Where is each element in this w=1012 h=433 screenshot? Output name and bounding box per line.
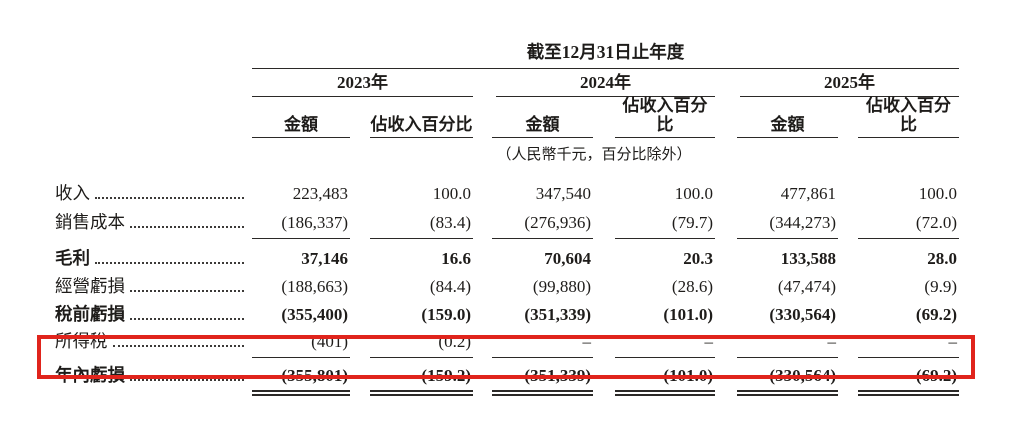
percent-cell: (9.9) (924, 276, 957, 296)
percent-cell: 100.0 (918, 183, 957, 203)
year-group-2023: 2023年 (252, 69, 473, 97)
row-label: 毛利 (55, 248, 90, 269)
column-header-percent: 佔收入百分比 (370, 115, 473, 139)
amount-cell: (99,880) (532, 276, 591, 296)
amount-cell: (344,273) (737, 213, 838, 240)
amount-cell: (276,936) (492, 213, 593, 240)
percent-cell: (84.4) (429, 276, 471, 296)
dot-leader (130, 226, 244, 229)
percent-cell: (159.0) (421, 304, 471, 324)
amount-cell: – (492, 332, 593, 359)
dot-leader (130, 318, 244, 321)
table-row-operating-loss: 經營虧損 (188,663) (84.4) (99,880) (28.6) (4… (55, 268, 959, 296)
amount-cell: 70,604 (544, 248, 591, 268)
spacer-cell (55, 22, 252, 69)
spacer-cell (55, 69, 252, 98)
percent-cell: (0.2) (370, 332, 473, 359)
dot-leader (95, 262, 244, 265)
table-row-cost-of-sales: 銷售成本 (186,337) (83.4) (276,936) (79.7) (… (55, 203, 959, 240)
percent-cell: (101.0) (663, 304, 713, 324)
table-row-income-tax: 所得稅 (401) (0.2) – – – – (55, 324, 959, 359)
dot-leader (112, 345, 244, 348)
table-header-subcolumns-row: 金額 佔收入百分比 金額 佔收入百分比 金額 佔收入百分比 (55, 96, 959, 139)
percent-cell: 100.0 (432, 183, 471, 203)
amount-cell: (330,564) (769, 304, 836, 324)
percent-cell: – (615, 332, 715, 359)
period-title: 截至12月31日止年度 (252, 22, 959, 69)
percent-cell: (69.2) (858, 366, 959, 397)
percent-cell: 16.6 (441, 248, 471, 268)
amount-cell: 347,540 (535, 183, 591, 203)
amount-cell: – (737, 332, 838, 359)
unit-note-row: （人民幣千元，百分比除外） (55, 138, 959, 165)
amount-cell: (355,400) (281, 304, 348, 324)
spacer-cell (55, 97, 252, 138)
income-statement-table: 截至12月31日止年度 2023年 2024年 2025年 金額 佔收入百分比 … (55, 22, 959, 397)
year-label: 2025年 (740, 74, 959, 97)
amount-cell: 37,146 (301, 248, 348, 268)
percent-cell: 28.0 (927, 248, 957, 268)
amount-cell: (401) (252, 332, 350, 359)
column-header-percent: 佔收入百分比 (615, 96, 715, 139)
year-group-2024: 2024年 (473, 69, 715, 97)
year-group-2025: 2025年 (715, 69, 959, 97)
column-header-amount: 金額 (737, 115, 838, 139)
amount-cell: 223,483 (292, 183, 348, 203)
amount-cell: 477,861 (780, 183, 836, 203)
spacer-cell (55, 138, 252, 165)
spacer-cell (715, 138, 959, 165)
percent-cell: (69.2) (915, 304, 957, 324)
table-header-period-row: 截至12月31日止年度 (55, 22, 959, 69)
dot-leader (130, 290, 244, 293)
row-label: 稅前虧損 (55, 304, 125, 325)
percent-cell: 100.0 (674, 183, 713, 203)
amount-cell: (330,564) (737, 366, 838, 397)
spacer-cell (252, 138, 473, 165)
table-row-gross-profit: 毛利 37,146 16.6 70,604 20.3 133,588 28.0 (55, 239, 959, 268)
row-label: 銷售成本 (55, 212, 125, 233)
table-row-revenue: 收入 223,483 100.0 347,540 100.0 477,861 1… (55, 165, 959, 203)
row-label: 所得稅 (55, 331, 108, 352)
dot-leader (130, 379, 244, 382)
amount-cell: (351,339) (524, 304, 591, 324)
row-label: 收入 (55, 183, 90, 204)
column-header-percent: 佔收入百分比 (858, 96, 959, 139)
percent-cell: 20.3 (683, 248, 713, 268)
column-header-amount: 金額 (252, 115, 350, 139)
column-header-amount: 金額 (492, 115, 593, 139)
year-label: 2024年 (496, 74, 715, 97)
amount-cell: (188,663) (281, 276, 348, 296)
amount-cell: (355,801) (252, 366, 350, 397)
percent-cell: (28.6) (671, 276, 713, 296)
amount-cell: (186,337) (252, 213, 350, 240)
table-row-loss-for-the-year: 年內虧損 (355,801) (159.2) (351,339) (101.0)… (55, 358, 959, 397)
row-label: 經營虧損 (55, 276, 125, 297)
row-label: 年內虧損 (55, 365, 125, 386)
year-label: 2023年 (252, 74, 473, 97)
percent-cell: (79.7) (615, 213, 715, 240)
amount-cell: (351,339) (492, 366, 593, 397)
table-header-years-row: 2023年 2024年 2025年 (55, 69, 959, 98)
percent-cell: (101.0) (615, 366, 715, 397)
table-row-loss-before-tax: 稅前虧損 (355,400) (159.0) (351,339) (101.0)… (55, 296, 959, 324)
amount-cell: 133,588 (780, 248, 836, 268)
currency-unit-note: （人民幣千元，百分比除外） (496, 146, 692, 163)
percent-cell: (83.4) (370, 213, 473, 240)
percent-cell: (72.0) (858, 213, 959, 240)
amount-cell: (47,474) (777, 276, 836, 296)
dot-leader (95, 197, 244, 200)
percent-cell: – (858, 332, 959, 359)
percent-cell: (159.2) (370, 366, 473, 397)
